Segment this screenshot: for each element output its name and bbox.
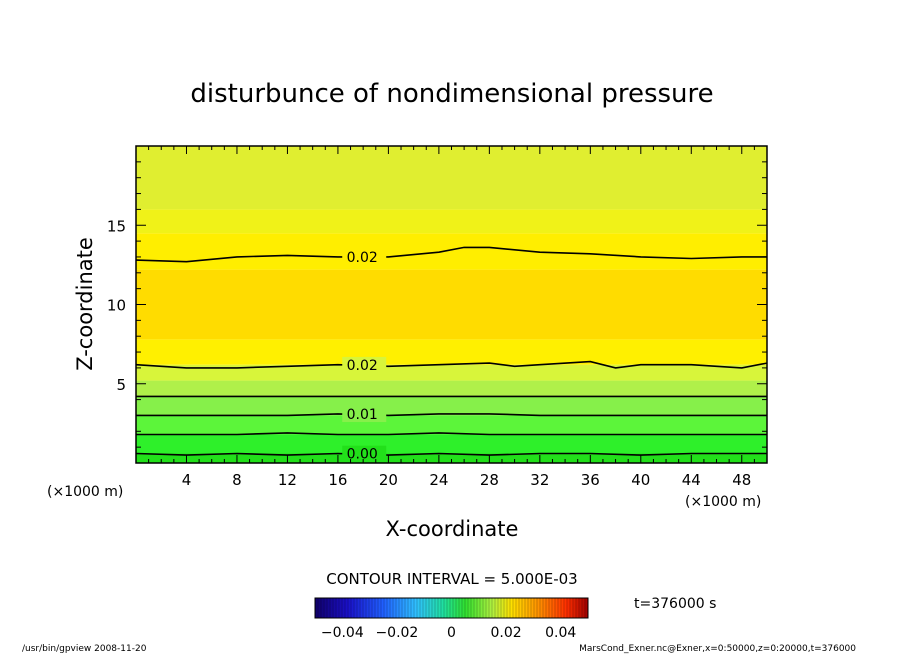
time-text: t=376000 s <box>634 596 716 612</box>
x-tick-label-0: 4 <box>182 471 192 489</box>
y-tick-label-1: 10 <box>107 297 126 315</box>
contour-line-layer: 0.02 0.02 0.01 0.00 <box>136 246 767 463</box>
contour-band-0 <box>136 453 767 463</box>
contour-band-3 <box>136 396 767 416</box>
x-tick-label-6: 28 <box>480 471 499 489</box>
contour-band-7 <box>136 269 767 340</box>
colorbar-stripes <box>317 598 586 618</box>
contour-label-bg-0 <box>342 248 387 265</box>
y-tick-label-2: 15 <box>107 217 126 235</box>
contour-band-2 <box>136 415 767 435</box>
x-axis-label: X-coordinate <box>386 517 519 541</box>
contour-band-10 <box>136 146 767 210</box>
colorbar-tick-label-3: 0.02 <box>491 625 522 641</box>
contour-band-1 <box>136 434 767 454</box>
contour-band-5 <box>136 364 767 381</box>
contour-line-4 <box>136 432 767 436</box>
contour-label-5: 0.00 <box>347 447 378 463</box>
contour-label-3: 0.01 <box>347 407 378 423</box>
x-unit-right: (×1000 m) <box>685 494 761 510</box>
contour-line-5 <box>136 452 767 456</box>
x-tick-label-11: 48 <box>732 471 751 489</box>
x-tick-label-10: 44 <box>682 471 701 489</box>
x-tick-label-9: 40 <box>631 471 650 489</box>
colorbar-tick-label-2: 0 <box>447 625 456 641</box>
footer-right: MarsCond_Exner.nc@Exner,x=0:50000,z=0:20… <box>579 644 856 654</box>
contour-interval-text: CONTOUR INTERVAL = 5.000E-03 <box>326 570 577 588</box>
contour-band-6 <box>136 339 767 365</box>
x-tick-label-7: 32 <box>530 471 549 489</box>
contour-line-0 <box>136 246 767 263</box>
x-tick-label-3: 16 <box>328 471 347 489</box>
x-tick-label-8: 36 <box>581 471 600 489</box>
y-tick-label-0: 5 <box>116 376 126 394</box>
contour-label-bg-5 <box>342 445 387 462</box>
contour-label-0: 0.02 <box>347 250 378 266</box>
contour-line-1 <box>136 360 767 369</box>
contour-label-bg-3 <box>342 406 387 423</box>
contour-band-9 <box>136 209 767 234</box>
x-unit-left: (×1000 m) <box>47 484 123 500</box>
contour-band-8 <box>136 233 767 270</box>
contour-band-4 <box>136 380 767 397</box>
y-axis-label: Z-coordinate <box>73 237 97 371</box>
contour-fill-layer <box>136 146 767 463</box>
footer-left: /usr/bin/gpview 2008-11-20 <box>22 644 147 654</box>
x-tick-label-1: 8 <box>232 471 242 489</box>
x-tick-label-2: 12 <box>278 471 297 489</box>
chart-title: disturbunce of nondimensional pressure <box>190 79 713 109</box>
contour-label-bg-1 <box>342 356 387 373</box>
colorbar-tick-label-4: 0.04 <box>545 625 576 641</box>
contour-line-3 <box>136 413 767 417</box>
colorbar-tick-label-1: −0.02 <box>375 625 418 641</box>
x-tick-label-4: 20 <box>379 471 398 489</box>
contour-label-1: 0.02 <box>347 358 378 374</box>
colorbar-ticks: −0.04 −0.02 0 0.02 0.04 <box>321 625 577 641</box>
x-tick-label-5: 24 <box>429 471 448 489</box>
colorbar <box>314 597 589 619</box>
colorbar-tick-label-0: −0.04 <box>321 625 364 641</box>
